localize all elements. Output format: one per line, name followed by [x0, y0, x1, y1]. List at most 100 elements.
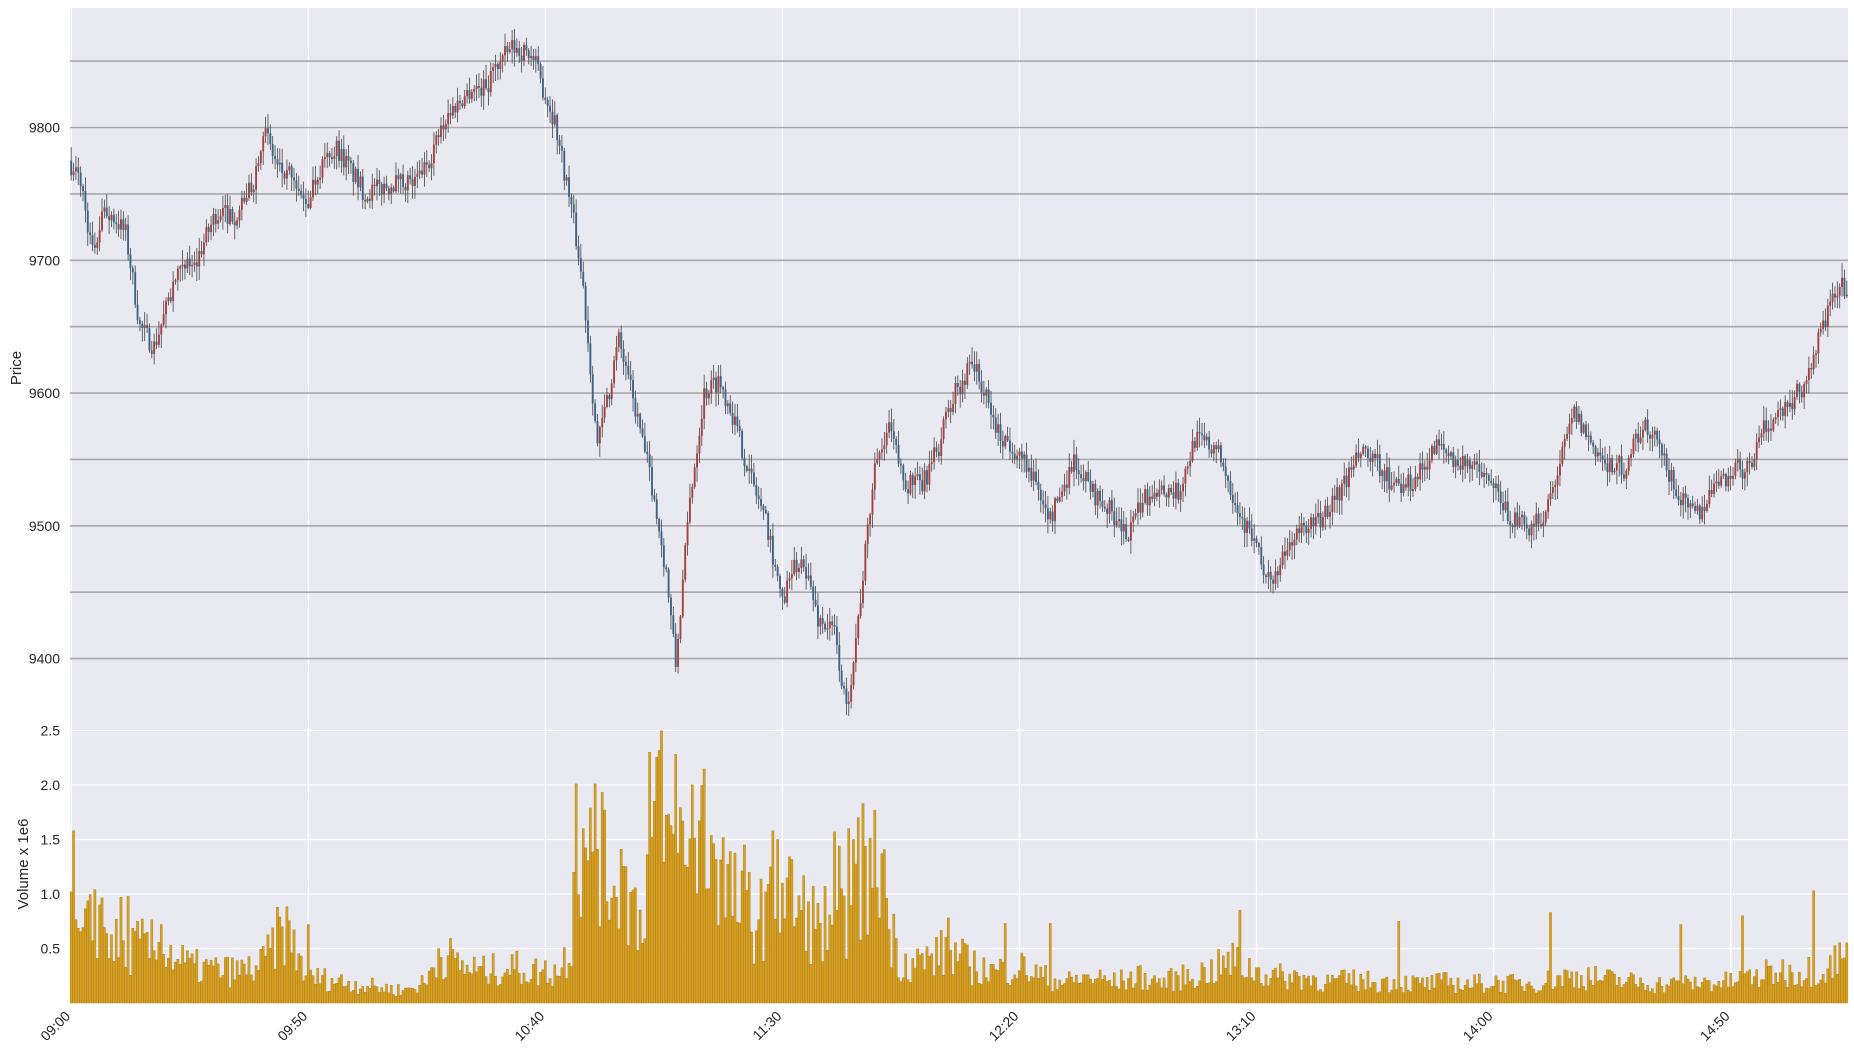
candle-body: [826, 627, 829, 630]
volume-bar: [1435, 973, 1438, 1004]
candle-body: [207, 227, 210, 233]
volume-bar: [731, 915, 734, 1004]
volume-bar: [736, 921, 739, 1004]
candle-body: [985, 389, 988, 396]
volume-bar: [833, 831, 836, 1004]
volume-bar: [1715, 985, 1718, 1004]
volume-bar: [1786, 987, 1789, 1004]
volume-bar: [226, 956, 229, 1004]
candle-body: [769, 535, 772, 540]
volume-bar: [423, 983, 426, 1004]
candle-body: [1158, 489, 1161, 497]
candle-body: [1381, 470, 1384, 477]
candle-body: [1623, 474, 1625, 479]
candle-body: [1210, 449, 1213, 454]
volume-bar: [814, 928, 817, 1004]
candle-body: [1658, 439, 1661, 445]
volume-bar: [1646, 985, 1649, 1004]
volume-bar: [247, 956, 251, 1004]
candle-body: [1679, 499, 1682, 506]
volume-bar: [970, 985, 974, 1004]
volume-bar: [890, 967, 893, 1004]
candle-body: [1011, 451, 1014, 454]
volume-bar: [1705, 980, 1709, 1004]
candle-body: [1556, 475, 1559, 485]
candle-body: [1310, 517, 1312, 529]
volume-bar: [899, 981, 903, 1004]
volume-bar: [1274, 967, 1277, 1004]
candle-body: [1495, 483, 1497, 489]
volume-bar: [636, 950, 640, 1004]
price-horizontal-lines: [70, 60, 1848, 660]
candle-body: [1772, 419, 1775, 431]
volume-bar: [932, 975, 936, 1004]
candle-body: [1838, 287, 1841, 296]
candle-body: [357, 168, 359, 188]
volume-bar: [266, 934, 270, 1004]
candle-body: [643, 436, 646, 452]
candle-body: [1511, 525, 1514, 528]
volume-bar: [631, 889, 635, 1004]
volume-bar: [1134, 983, 1137, 1004]
volume-bar: [1774, 972, 1777, 1004]
candle-body: [1141, 503, 1144, 513]
candle-body: [328, 153, 331, 158]
candle-body: [971, 361, 973, 365]
candle-body: [278, 162, 281, 165]
candle-body: [523, 44, 525, 61]
volume-bar: [949, 949, 952, 1004]
candle-body: [224, 205, 227, 209]
volume-bar: [359, 988, 362, 1004]
volume-bar: [702, 768, 706, 1004]
candle-body: [1464, 456, 1467, 467]
volume-bar: [494, 976, 497, 1004]
volume-bar: [1350, 984, 1353, 1004]
volume-bar: [752, 963, 756, 1004]
volume-bar: [1162, 977, 1166, 1004]
volume-bar: [1558, 975, 1562, 1004]
volume-bar: [847, 828, 851, 1004]
candle-body: [892, 431, 895, 439]
volume-bar: [1537, 990, 1540, 1004]
volume-bar: [1193, 987, 1197, 1004]
candle-body: [1573, 406, 1576, 419]
candle-body: [1172, 492, 1175, 499]
candle-body: [1577, 413, 1580, 422]
candle-body: [1779, 408, 1782, 411]
volume-bar: [1305, 978, 1308, 1004]
volume-bar: [816, 903, 820, 1004]
volume-bar: [323, 968, 327, 1004]
candle-body: [79, 172, 82, 187]
candle-body: [724, 389, 727, 407]
candle-body: [802, 559, 805, 568]
volume-bar: [1670, 978, 1673, 1004]
volume-bar: [1200, 962, 1204, 1004]
volume-bar: [302, 980, 305, 1004]
volume-bar: [1580, 975, 1583, 1004]
candle-body: [686, 522, 689, 546]
candle-body: [480, 87, 483, 96]
candle-body: [1084, 472, 1087, 482]
volume-bar: [819, 923, 822, 1004]
candle-body: [449, 113, 452, 116]
volume-bar: [811, 886, 815, 1004]
volume-bar: [1606, 969, 1609, 1004]
candle-body: [838, 645, 841, 671]
candle-body: [1291, 542, 1294, 546]
volume-bar: [975, 971, 979, 1004]
volume-bar: [1516, 980, 1519, 1004]
volume-bar: [1570, 971, 1574, 1004]
candle-body: [1414, 476, 1417, 490]
candle-body: [854, 638, 857, 663]
volume-bar: [738, 922, 741, 1004]
volume-bar: [1511, 974, 1514, 1004]
candle-body: [205, 227, 208, 243]
candle-body: [335, 140, 338, 157]
volume-bar: [1245, 976, 1249, 1004]
volume-bar: [157, 942, 161, 1004]
volume-bar: [1001, 962, 1005, 1004]
volume-bar: [1288, 973, 1291, 1004]
candle-body: [1276, 571, 1279, 576]
candle-body: [1267, 571, 1270, 577]
volume-bar: [122, 940, 125, 1004]
